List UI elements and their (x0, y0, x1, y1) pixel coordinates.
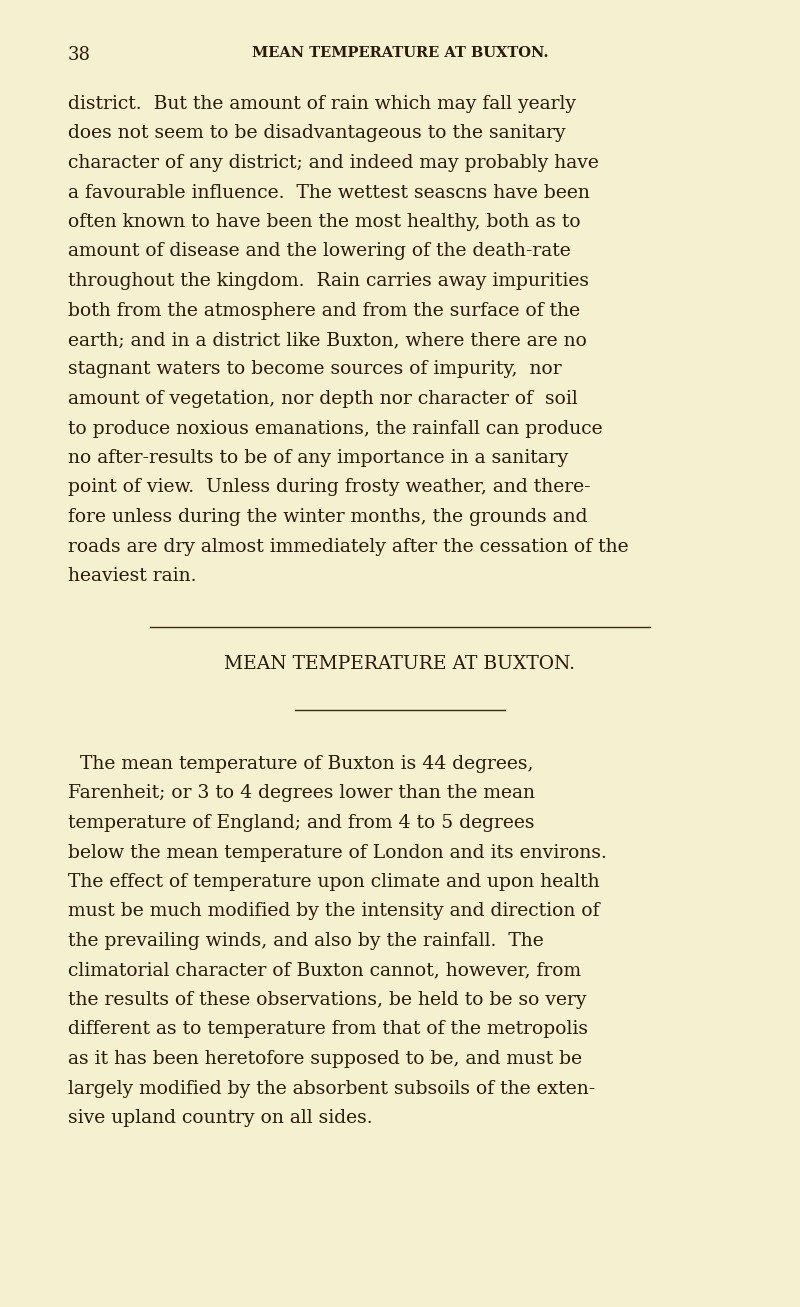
Text: does not seem to be disadvantageous to the sanitary: does not seem to be disadvantageous to t… (68, 124, 566, 142)
Text: roads are dry almost immediately after the cessation of the: roads are dry almost immediately after t… (68, 537, 629, 555)
Text: different as to temperature from that of the metropolis: different as to temperature from that of… (68, 1021, 588, 1039)
Text: largely modified by the absorbent subsoils of the exten-: largely modified by the absorbent subsoi… (68, 1080, 595, 1098)
Text: heaviest rain.: heaviest rain. (68, 567, 197, 586)
Text: the results of these observations, be held to be so very: the results of these observations, be he… (68, 991, 586, 1009)
Text: below the mean temperature of London and its environs.: below the mean temperature of London and… (68, 843, 607, 861)
Text: amount of vegetation, nor depth nor character of  soil: amount of vegetation, nor depth nor char… (68, 389, 578, 408)
Text: fore unless during the winter months, the grounds and: fore unless during the winter months, th… (68, 508, 587, 525)
Text: MEAN TEMPERATURE AT BUXTON.: MEAN TEMPERATURE AT BUXTON. (225, 655, 575, 673)
Text: stagnant waters to become sources of impurity,  nor: stagnant waters to become sources of imp… (68, 361, 562, 379)
Text: sive upland country on all sides.: sive upland country on all sides. (68, 1110, 373, 1127)
Text: district.  But the amount of rain which may fall yearly: district. But the amount of rain which m… (68, 95, 576, 112)
Text: often known to have been the most healthy, both as to: often known to have been the most health… (68, 213, 581, 231)
Text: the prevailing winds, and also by the rainfall.  The: the prevailing winds, and also by the ra… (68, 932, 544, 950)
Text: climatorial character of Buxton cannot, however, from: climatorial character of Buxton cannot, … (68, 962, 581, 979)
Text: point of view.  Unless during frosty weather, and there-: point of view. Unless during frosty weat… (68, 478, 590, 497)
Text: 38: 38 (68, 46, 91, 64)
Text: no after-results to be of any importance in a sanitary: no after-results to be of any importance… (68, 450, 568, 467)
Text: MEAN TEMPERATURE AT BUXTON.: MEAN TEMPERATURE AT BUXTON. (252, 46, 548, 60)
Text: temperature of England; and from 4 to 5 degrees: temperature of England; and from 4 to 5 … (68, 814, 534, 833)
Text: Farenheit; or 3 to 4 degrees lower than the mean: Farenheit; or 3 to 4 degrees lower than … (68, 784, 535, 802)
Text: The mean temperature of Buxton is 44 degrees,: The mean temperature of Buxton is 44 deg… (68, 755, 534, 772)
Text: The effect of temperature upon climate and upon health: The effect of temperature upon climate a… (68, 873, 600, 891)
Text: earth; and in a district like Buxton, where there are no: earth; and in a district like Buxton, wh… (68, 331, 587, 349)
Text: must be much modified by the intensity and direction of: must be much modified by the intensity a… (68, 903, 599, 920)
Text: a favourable influence.  The wettest seascns have been: a favourable influence. The wettest seas… (68, 183, 590, 201)
Text: both from the atmosphere and from the surface of the: both from the atmosphere and from the su… (68, 302, 580, 319)
Text: throughout the kingdom.  Rain carries away impurities: throughout the kingdom. Rain carries awa… (68, 272, 589, 290)
Text: character of any district; and indeed may probably have: character of any district; and indeed ma… (68, 154, 599, 173)
Text: to produce noxious emanations, the rainfall can produce: to produce noxious emanations, the rainf… (68, 420, 602, 438)
Text: as it has been heretofore supposed to be, and must be: as it has been heretofore supposed to be… (68, 1050, 582, 1068)
Text: amount of disease and the lowering of the death-rate: amount of disease and the lowering of th… (68, 243, 570, 260)
